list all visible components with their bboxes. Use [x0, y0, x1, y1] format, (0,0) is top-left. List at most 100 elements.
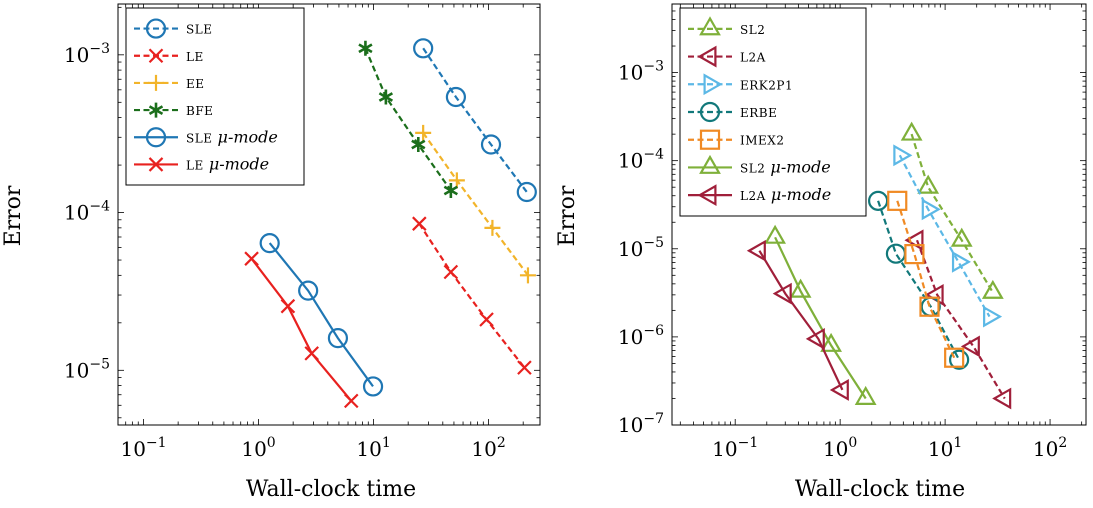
- series-line: [774, 236, 867, 400]
- series-l2a-mu-mode: [746, 239, 849, 401]
- legend-series-name: SL2: [740, 23, 765, 37]
- data-point: [484, 219, 501, 236]
- series-le: [412, 216, 532, 375]
- legend-label: SLE: [186, 23, 212, 37]
- y-tick-label: 10−7: [618, 411, 664, 437]
- series-sle: [413, 38, 537, 203]
- legend-entry: LE μ-mode: [134, 154, 269, 173]
- legend-label: ERK2P1: [740, 78, 793, 92]
- series-line: [910, 133, 994, 293]
- y-tick-label: 10−3: [618, 59, 664, 85]
- data-point: [480, 134, 502, 155]
- legend-series-name: L2A: [740, 51, 766, 65]
- data-point: [358, 40, 373, 56]
- legend-entry: IMEX2: [688, 129, 784, 150]
- series-line: [898, 154, 991, 318]
- axis-ticks: [672, 3, 1086, 426]
- legend-marker: [697, 184, 717, 207]
- legend-label: LE: [186, 50, 204, 64]
- legend-marker: [699, 154, 721, 174]
- chart-panel-2: 10−1 100 101 102 10−7 10−6 10−5 10−4 10−3 Wall-cl…: [555, 3, 1087, 502]
- legend-marker: [148, 48, 164, 64]
- x-tick-label: 100: [823, 435, 857, 461]
- legend: SL2 L2A ERK2P1 ERBE IMEX2 SL2 μ-mode L2A μ-mod…: [679, 7, 867, 217]
- legend-entry: SL2 μ-mode: [688, 154, 831, 176]
- data-point: [944, 347, 965, 368]
- series-line: [418, 223, 526, 369]
- legend-entry: SL2: [688, 16, 765, 37]
- data-point: [772, 282, 792, 305]
- legend-series-name: SLE: [186, 131, 212, 145]
- data-point: [448, 172, 465, 189]
- data-point: [516, 181, 537, 203]
- axes-frame: [117, 3, 541, 426]
- data-point: [259, 233, 280, 254]
- legend-label: EE: [186, 77, 205, 91]
- data-point: [411, 137, 426, 153]
- data-point: [519, 267, 536, 284]
- legend-marker: [699, 101, 721, 123]
- data-point: [343, 393, 359, 409]
- plot-area: [244, 38, 537, 409]
- data-point: [244, 251, 259, 266]
- series-bfe: [358, 40, 459, 198]
- legend-label: ERBE: [740, 106, 777, 120]
- series-sle-mu-mode: [259, 233, 384, 397]
- series-sl2: [900, 121, 1004, 299]
- data-point: [950, 227, 973, 247]
- data-point: [378, 89, 394, 105]
- data-point: [445, 86, 467, 108]
- legend-series-name: BFE: [186, 104, 213, 118]
- data-point: [820, 332, 842, 352]
- data-point: [517, 360, 532, 375]
- x-axis-label: Wall-clock time: [795, 477, 965, 502]
- y-tick-label: 10−5: [618, 235, 664, 261]
- legend-marker: [145, 18, 167, 39]
- series-line: [364, 47, 452, 192]
- x-tick-label: 102: [471, 435, 505, 461]
- data-point: [921, 198, 941, 221]
- x-tick-label: 101: [356, 435, 390, 461]
- data-point: [917, 174, 940, 194]
- x-tick-label: 102: [1033, 435, 1067, 461]
- data-point: [981, 279, 1004, 299]
- legend-series-name: LE: [186, 50, 204, 64]
- data-point: [327, 328, 349, 349]
- legend-label: BFE: [186, 104, 213, 118]
- series-line: [422, 132, 529, 276]
- legend-series-name: SLE: [186, 23, 212, 37]
- legend-label: LE μ-mode: [186, 154, 269, 173]
- data-point: [789, 278, 812, 298]
- axis-ticks: [117, 4, 540, 425]
- data-point: [893, 144, 913, 167]
- data-point: [829, 379, 849, 401]
- data-point: [280, 298, 296, 314]
- legend-entry: L2A: [688, 45, 766, 68]
- data-point: [298, 280, 319, 301]
- data-point: [362, 376, 384, 397]
- y-tick-label: 10−6: [618, 323, 664, 349]
- data-point: [983, 305, 1003, 328]
- series-line: [877, 200, 961, 361]
- legend-mode-label: μ-mode: [765, 157, 830, 176]
- legend-marker: [148, 102, 164, 118]
- legend-entry: BFE: [134, 102, 213, 118]
- series-line: [758, 250, 844, 391]
- data-point: [854, 385, 877, 405]
- series-le-mu-mode: [244, 251, 359, 409]
- data-point: [764, 224, 786, 244]
- legend-series-name: ERK2P1: [740, 78, 793, 92]
- data-point: [746, 239, 766, 262]
- data-point: [412, 216, 427, 231]
- legend-marker: [699, 16, 721, 36]
- legend-series-name: EE: [186, 77, 205, 91]
- legend-entry: SLE: [134, 18, 212, 39]
- legend-series-name: LE: [186, 158, 204, 172]
- y-axis-label: Error: [1, 185, 26, 246]
- legend-entry: L2A μ-mode: [688, 184, 831, 207]
- series-ee: [415, 124, 536, 284]
- legend-entry: EE: [134, 74, 205, 91]
- legend-label: SL2: [740, 23, 765, 37]
- data-point: [992, 387, 1012, 410]
